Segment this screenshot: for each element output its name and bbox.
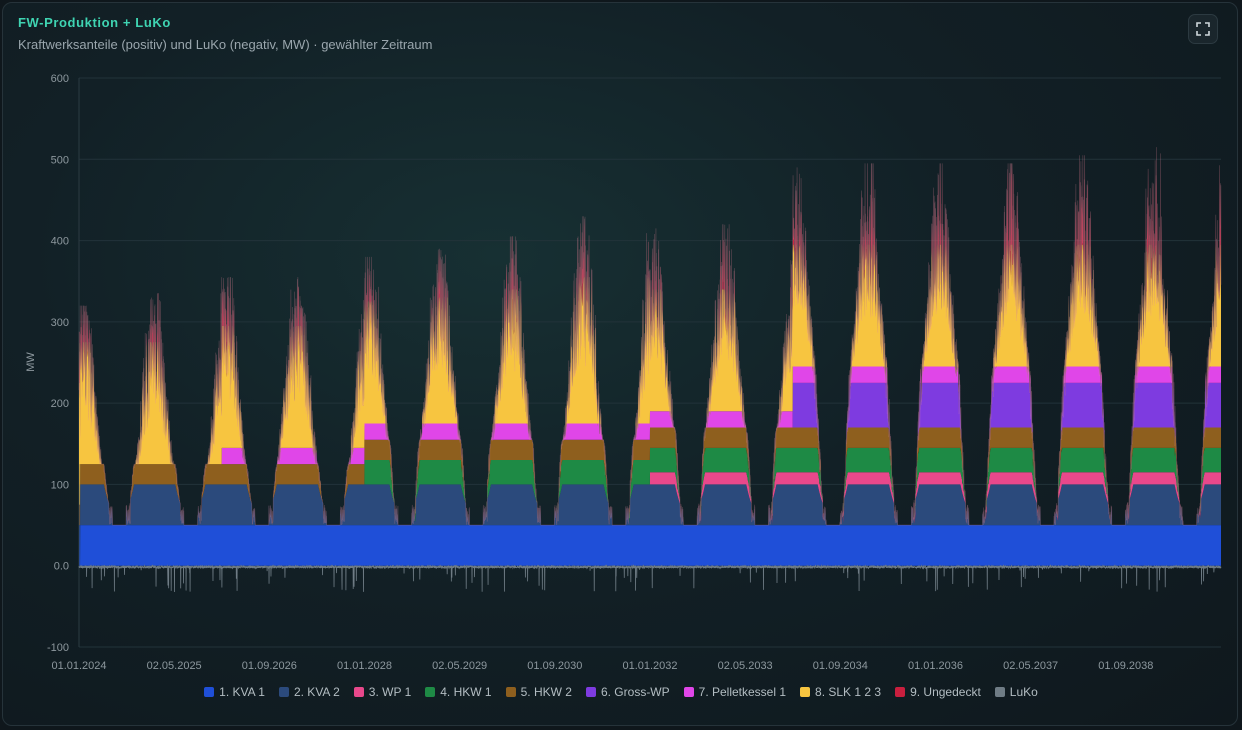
y-tick-label: 0.0 xyxy=(54,561,69,573)
legend-swatch xyxy=(800,687,811,697)
x-tick-label: 01.09.2030 xyxy=(527,660,582,672)
chart-title: FW-Produktion + LuKo xyxy=(18,15,171,30)
area-5-hkw-2[interactable] xyxy=(79,427,1221,526)
legend-swatch xyxy=(683,687,694,697)
y-tick-label: 100 xyxy=(51,479,69,491)
area-1-kva-1[interactable] xyxy=(79,525,1221,566)
legend-item[interactable]: 4. HKW 1 xyxy=(425,685,492,699)
area-4-hkw-1[interactable] xyxy=(79,447,1221,526)
x-tick-label: 02.05.2029 xyxy=(432,660,487,672)
legend-item[interactable]: 3. WP 1 xyxy=(353,685,412,699)
y-tick-label: 300 xyxy=(51,317,69,329)
legend-item[interactable]: 7. Pelletkessel 1 xyxy=(683,685,787,699)
legend-label: 4. HKW 1 xyxy=(440,685,492,699)
legend-label: 9. Ungedeckt xyxy=(910,685,981,699)
legend-swatch xyxy=(505,687,516,697)
legend-label: 3. WP 1 xyxy=(368,685,412,699)
legend-label: 8. SLK 1 2 3 xyxy=(815,685,882,699)
y-tick-label: 200 xyxy=(51,398,69,410)
chart-subtitle: Kraftwerksanteile (positiv) und LuKo (ne… xyxy=(18,37,433,52)
legend-item[interactable]: 1. KVA 1 xyxy=(204,685,265,699)
legend-swatch xyxy=(994,687,1005,697)
legend-swatch xyxy=(204,687,215,697)
legend-label: 2. KVA 2 xyxy=(293,685,340,699)
legend-swatch xyxy=(278,687,289,697)
legend-label: 5. HKW 2 xyxy=(520,685,572,699)
x-tick-label: 01.09.2038 xyxy=(1098,660,1153,672)
legend-label: LuKo xyxy=(1009,685,1038,699)
area-2-kva-2[interactable] xyxy=(79,484,1221,566)
y-tick-label: 400 xyxy=(51,236,69,248)
legend-swatch xyxy=(585,687,596,697)
legend-item[interactable]: 9. Ungedeckt xyxy=(895,685,981,699)
legend-label: 7. Pelletkessel 1 xyxy=(698,685,787,699)
legend-swatch xyxy=(425,687,436,697)
total-outline xyxy=(78,147,1222,526)
legend-swatch xyxy=(353,687,364,697)
fullscreen-icon xyxy=(1196,22,1210,36)
x-tick-label: 01.01.2036 xyxy=(908,660,963,672)
legend-item[interactable]: 5. HKW 2 xyxy=(505,685,572,699)
legend-item[interactable]: LuKo xyxy=(994,685,1038,699)
x-tick-label: 01.01.2032 xyxy=(622,660,677,672)
legend-item[interactable]: 2. KVA 2 xyxy=(278,685,340,699)
legend-item[interactable]: 8. SLK 1 2 3 xyxy=(800,685,881,699)
x-tick-label: 01.09.2026 xyxy=(242,660,297,672)
x-tick-label: 01.09.2034 xyxy=(813,660,868,672)
y-tick-label: 600 xyxy=(51,73,69,85)
x-tick-label: 02.05.2025 xyxy=(147,660,202,672)
area-3-wp-1[interactable] xyxy=(79,472,1221,526)
x-tick-label: 01.01.2024 xyxy=(51,660,106,672)
y-axis-label: MW xyxy=(25,352,37,372)
x-tick-label: 01.01.2028 xyxy=(337,660,392,672)
y-tick-label: -100 xyxy=(47,642,69,654)
fullscreen-button[interactable] xyxy=(1188,14,1218,44)
y-tick-label: 500 xyxy=(51,154,69,166)
area-6-gross-wp[interactable] xyxy=(79,382,1221,526)
legend-label: 1. KVA 1 xyxy=(219,685,265,699)
legend-label: 6. Gross-WP xyxy=(600,685,670,699)
area-luko[interactable] xyxy=(78,564,1222,592)
chart-legend: 1. KVA 1 2. KVA 2 3. WP 1 4. HKW 1 5. HKW 2 6… xyxy=(0,685,1242,699)
legend-item[interactable]: 6. Gross-WP xyxy=(585,685,670,699)
x-tick-label: 02.05.2033 xyxy=(718,660,773,672)
x-tick-label: 02.05.2037 xyxy=(1003,660,1058,672)
legend-swatch xyxy=(895,687,906,697)
area-8-slk-1-2-3[interactable] xyxy=(79,244,1221,526)
